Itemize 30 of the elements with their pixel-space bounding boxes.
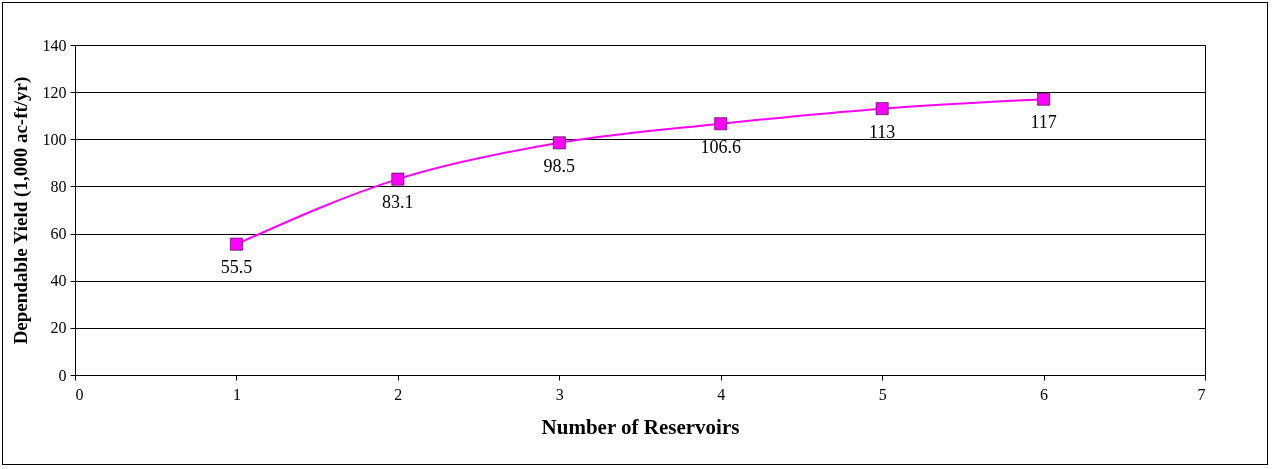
data-label: 117 (1030, 112, 1057, 133)
y-tick-label: 120 (42, 83, 67, 101)
x-tick-label: 3 (555, 385, 564, 403)
x-tick-label: 2 (394, 385, 403, 403)
y-tick-label: 100 (42, 130, 67, 148)
point (1037, 92, 1050, 106)
data-label: 113 (868, 121, 896, 142)
x-tick-label: 5 (878, 385, 887, 403)
point (230, 237, 243, 251)
point (391, 172, 405, 186)
data-label: 98.5 (543, 155, 576, 176)
point (875, 102, 889, 116)
y-axis-title: Dependable Yield (1,000 ac-ft/yr) (9, 76, 32, 345)
y-tick-label: 60 (50, 225, 67, 243)
x-tick-label: 1 (232, 385, 241, 403)
data-label: 55.5 (220, 257, 253, 278)
x-axis-title: Number of Reservoirs (541, 414, 740, 439)
y-tick-label: 140 (42, 36, 67, 54)
y-tick-label: 40 (50, 272, 67, 290)
x-tick-label: 6 (1040, 385, 1049, 403)
x-tick-label: 7 (1197, 385, 1206, 403)
x-tick-label: 4 (717, 385, 726, 403)
x-tick-label: 0 (75, 385, 84, 403)
y-tick-label: 80 (50, 177, 67, 195)
data-label: 83.1 (382, 192, 414, 213)
point (552, 136, 566, 150)
y-tick-label: 20 (50, 319, 67, 337)
data-label: 106.6 (700, 136, 741, 157)
y-tick-label: 0 (58, 366, 67, 384)
point (714, 117, 728, 131)
